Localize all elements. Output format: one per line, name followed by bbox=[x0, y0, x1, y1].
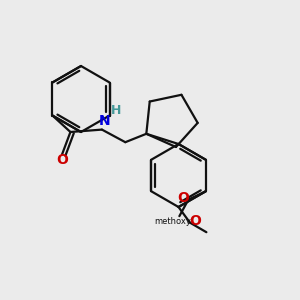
Text: H: H bbox=[110, 104, 121, 118]
Text: N: N bbox=[99, 114, 111, 128]
Text: O: O bbox=[56, 153, 68, 167]
Text: O: O bbox=[189, 214, 201, 228]
Text: methoxy: methoxy bbox=[154, 217, 191, 226]
Text: O: O bbox=[178, 191, 190, 206]
